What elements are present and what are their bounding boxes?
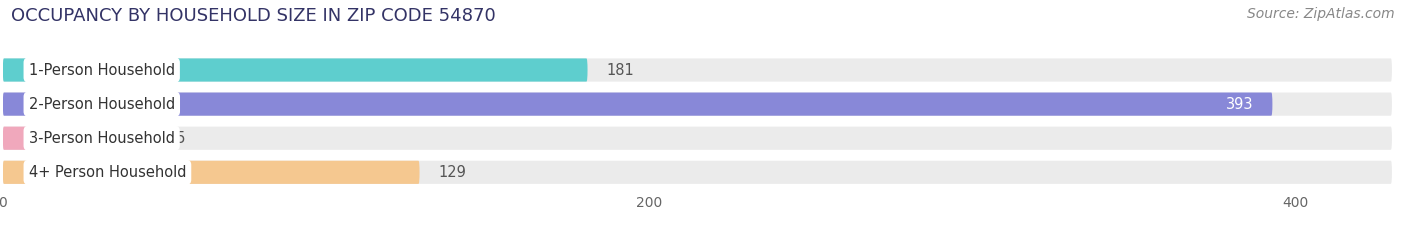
FancyBboxPatch shape (3, 161, 419, 184)
Text: 181: 181 (607, 62, 634, 78)
Text: Source: ZipAtlas.com: Source: ZipAtlas.com (1247, 7, 1395, 21)
Text: 1-Person Household: 1-Person Household (28, 62, 174, 78)
FancyBboxPatch shape (3, 93, 1272, 116)
FancyBboxPatch shape (3, 58, 588, 82)
FancyBboxPatch shape (3, 127, 1392, 150)
Text: OCCUPANCY BY HOUSEHOLD SIZE IN ZIP CODE 54870: OCCUPANCY BY HOUSEHOLD SIZE IN ZIP CODE … (11, 7, 496, 25)
Text: 4+ Person Household: 4+ Person Household (28, 165, 186, 180)
FancyBboxPatch shape (3, 127, 148, 150)
FancyBboxPatch shape (3, 58, 1392, 82)
Text: 393: 393 (1226, 97, 1253, 112)
Text: 3-Person Household: 3-Person Household (28, 131, 174, 146)
Text: 2-Person Household: 2-Person Household (28, 97, 174, 112)
FancyBboxPatch shape (3, 93, 1392, 116)
Text: 129: 129 (439, 165, 467, 180)
FancyBboxPatch shape (3, 161, 1392, 184)
Text: 45: 45 (167, 131, 186, 146)
